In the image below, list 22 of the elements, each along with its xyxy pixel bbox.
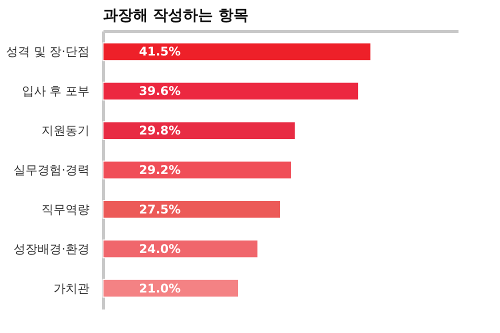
bar [102, 42, 372, 62]
data-label: 24.0% [139, 242, 181, 256]
data-label: 27.5% [139, 202, 181, 216]
data-label: 39.6% [139, 84, 181, 98]
data-label: 21.0% [139, 281, 181, 296]
bar [102, 278, 240, 298]
data-label: 29.8% [139, 124, 181, 138]
bar [102, 121, 296, 140]
bar [102, 239, 258, 258]
bar [102, 82, 360, 101]
y-tick-label: 성격 및 장·단점 [6, 44, 90, 59]
chart-title: 과장해 작성하는 항목 [103, 6, 248, 24]
y-tick-label: 입사 후 포부 [22, 84, 90, 98]
y-tick-label: 직무역량 [42, 202, 90, 216]
bar [102, 160, 292, 180]
y-tick-label: 실무경험·경력 [14, 163, 90, 177]
bar [102, 200, 281, 219]
data-label: 41.5% [139, 44, 181, 59]
y-tick-label: 성장배경·환경 [14, 242, 90, 256]
y-tick-label: 가치관 [54, 281, 90, 296]
data-label: 29.2% [139, 163, 181, 177]
y-tick-label: 지원동기 [42, 124, 90, 138]
